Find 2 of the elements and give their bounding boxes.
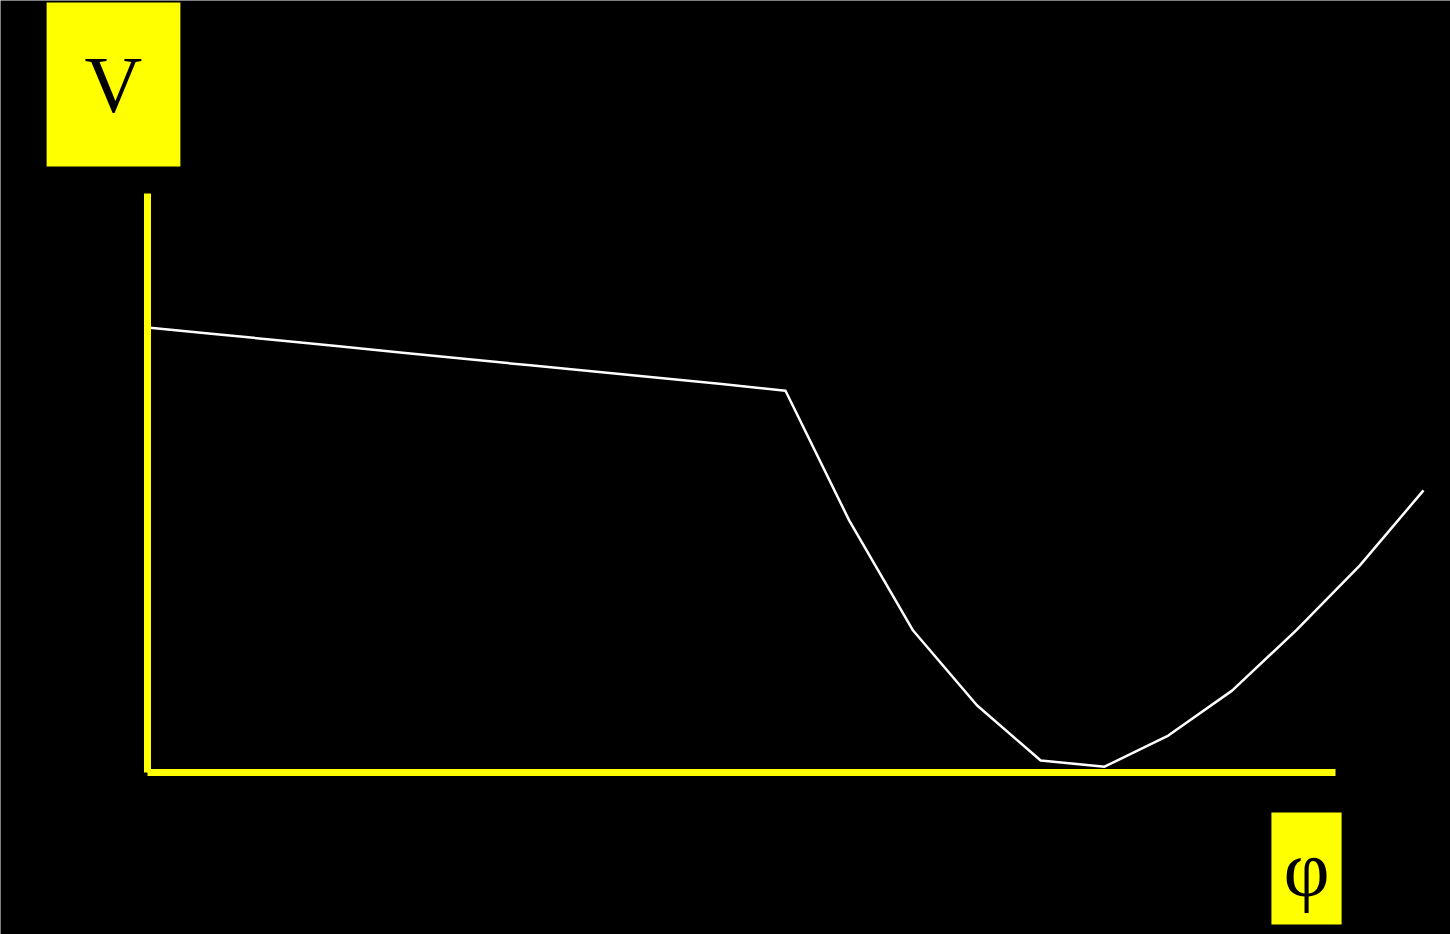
y-axis-title: V: [84, 40, 143, 129]
x-axis-title: φ: [1283, 824, 1330, 913]
